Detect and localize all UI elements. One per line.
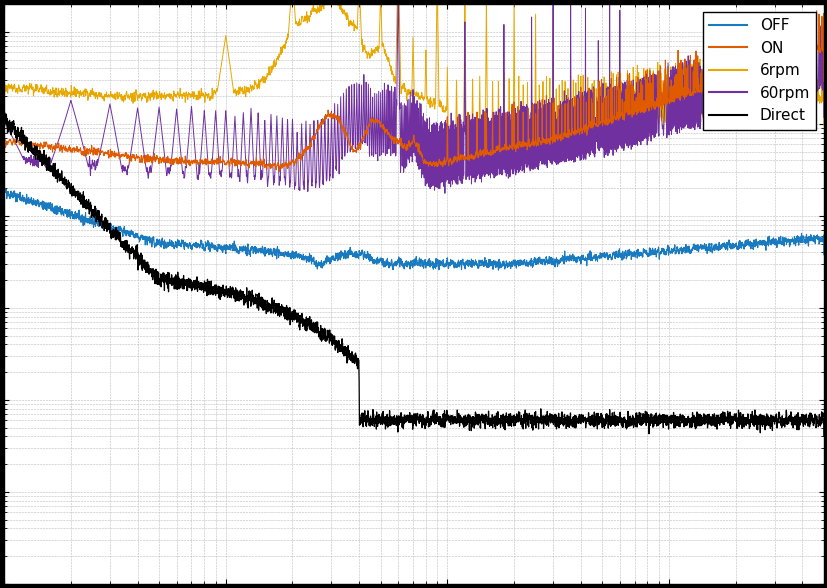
60rpm	[606, 137, 616, 144]
Line: ON: ON	[4, 11, 823, 172]
ON	[0, 168, 9, 175]
6rpm	[295, 21, 305, 28]
6rpm	[509, 135, 519, 142]
Direct	[296, 319, 306, 326]
OFF	[0, 211, 9, 218]
OFF	[493, 266, 503, 273]
Direct	[519, 410, 529, 417]
OFF	[296, 253, 306, 260]
OFF	[606, 255, 616, 262]
Direct	[818, 432, 827, 439]
6rpm	[0, 115, 9, 122]
OFF	[818, 251, 827, 258]
Legend: OFF, ON, 6rpm, 60rpm, Direct: OFF, ON, 6rpm, 60rpm, Direct	[702, 12, 815, 129]
60rpm	[650, 93, 660, 100]
6rpm	[519, 132, 529, 139]
Direct	[606, 420, 616, 427]
60rpm	[519, 158, 529, 165]
OFF	[650, 251, 660, 258]
ON	[818, 78, 827, 85]
Line: OFF: OFF	[4, 189, 823, 270]
60rpm	[484, 150, 494, 157]
60rpm	[818, 114, 827, 121]
60rpm	[295, 147, 305, 154]
ON	[519, 140, 529, 147]
6rpm	[818, 121, 827, 128]
Line: Direct: Direct	[4, 113, 823, 436]
6rpm	[650, 118, 660, 125]
Direct	[41, 155, 50, 162]
Direct	[650, 413, 660, 420]
ON	[295, 157, 305, 164]
6rpm	[484, 131, 494, 138]
Line: 6rpm: 6rpm	[4, 0, 823, 139]
OFF	[41, 206, 50, 213]
ON	[606, 120, 616, 127]
OFF	[1, 185, 11, 192]
Line: 60rpm: 60rpm	[4, 0, 823, 193]
60rpm	[41, 162, 50, 169]
OFF	[484, 262, 494, 269]
OFF	[519, 261, 529, 268]
Direct	[0, 109, 10, 116]
60rpm	[0, 119, 9, 126]
Direct	[0, 131, 9, 138]
ON	[650, 103, 660, 111]
ON	[810, 7, 820, 14]
ON	[41, 141, 50, 148]
6rpm	[606, 119, 616, 126]
Direct	[484, 416, 494, 423]
60rpm	[439, 190, 449, 197]
ON	[484, 150, 494, 157]
6rpm	[41, 84, 50, 91]
